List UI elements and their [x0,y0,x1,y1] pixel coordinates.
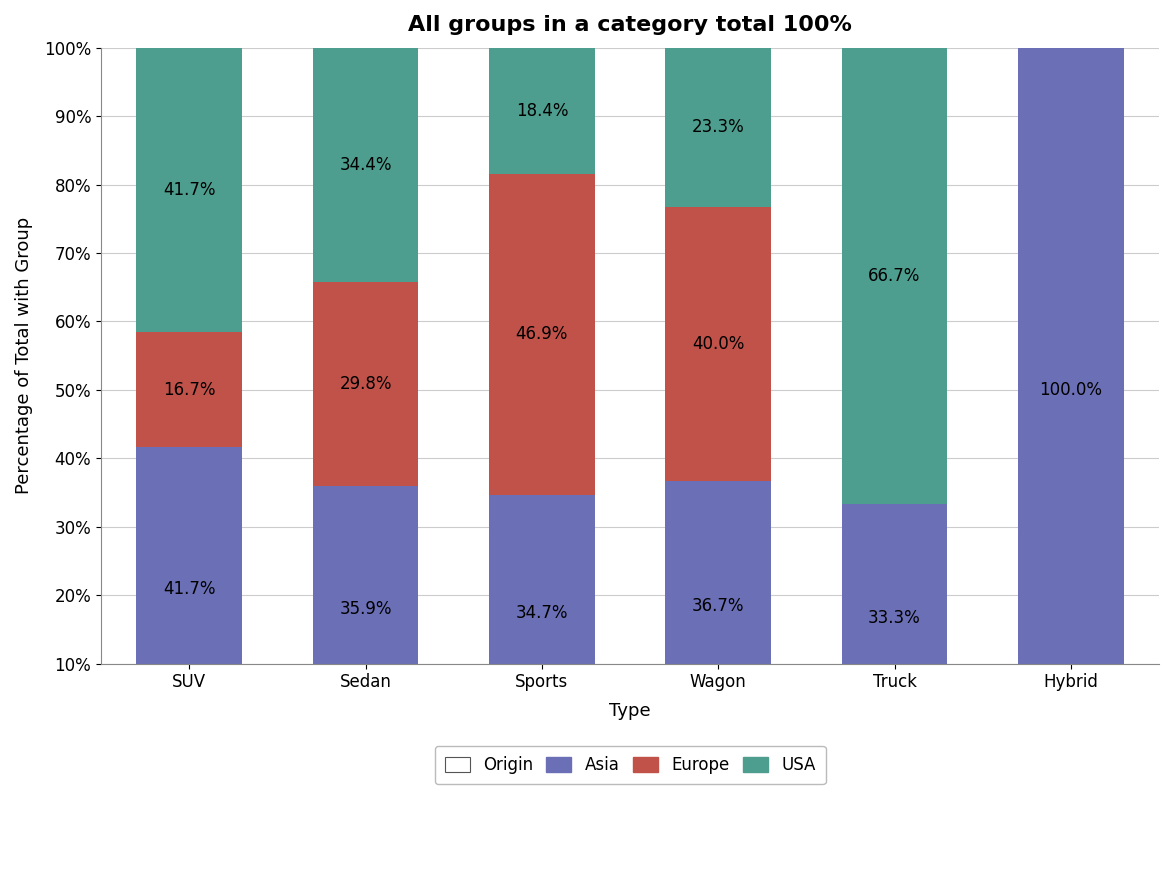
Bar [1018,47,1124,732]
Bar [490,47,595,173]
Bar [842,505,947,732]
Text: 35.9%: 35.9% [339,600,392,618]
Bar [312,486,418,732]
X-axis label: Type: Type [609,703,650,720]
Bar [666,207,771,481]
Bar [136,47,242,332]
Title: All groups in a category total 100%: All groups in a category total 100% [409,15,852,35]
Text: 100.0%: 100.0% [1039,381,1102,399]
Text: 40.0%: 40.0% [691,335,744,353]
Y-axis label: Percentage of Total with Group: Percentage of Total with Group [15,217,33,494]
Text: 33.3%: 33.3% [868,609,920,627]
Text: 41.7%: 41.7% [163,180,216,199]
Bar [666,47,771,207]
Text: 29.8%: 29.8% [339,376,392,393]
Text: 23.3%: 23.3% [691,118,744,137]
Text: 16.7%: 16.7% [163,380,216,399]
Text: 34.7%: 34.7% [515,604,568,622]
Text: 46.9%: 46.9% [515,325,568,343]
Legend: Origin, Asia, Europe, USA: Origin, Asia, Europe, USA [434,745,825,784]
Bar [490,173,595,495]
Text: 34.4%: 34.4% [339,156,392,173]
Bar [136,447,242,732]
Text: 66.7%: 66.7% [869,267,920,285]
Text: 41.7%: 41.7% [163,581,216,598]
Bar [842,47,947,505]
Text: 18.4%: 18.4% [515,102,568,120]
Bar [312,282,418,486]
Bar [312,47,418,282]
Bar [490,495,595,732]
Bar [666,481,771,732]
Text: 36.7%: 36.7% [691,597,744,616]
Bar [136,332,242,447]
